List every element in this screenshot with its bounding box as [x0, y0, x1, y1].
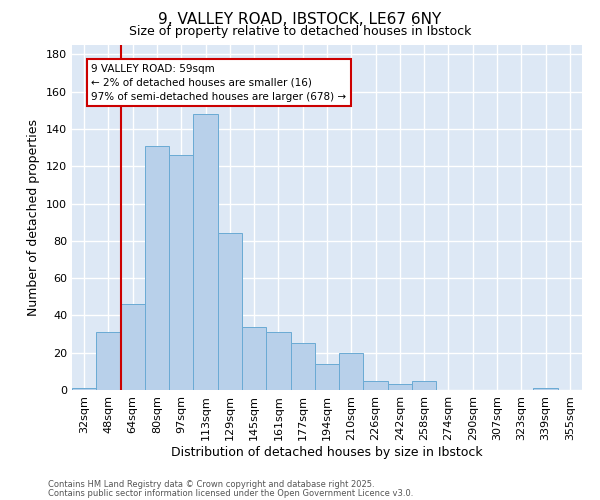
Bar — [242, 326, 266, 390]
Bar — [290, 344, 315, 390]
Bar — [72, 388, 96, 390]
Bar — [339, 352, 364, 390]
Text: 9 VALLEY ROAD: 59sqm
← 2% of detached houses are smaller (16)
97% of semi-detach: 9 VALLEY ROAD: 59sqm ← 2% of detached ho… — [91, 64, 347, 102]
Bar — [388, 384, 412, 390]
Bar — [364, 380, 388, 390]
Bar — [533, 388, 558, 390]
Text: 9, VALLEY ROAD, IBSTOCK, LE67 6NY: 9, VALLEY ROAD, IBSTOCK, LE67 6NY — [158, 12, 442, 28]
Bar — [121, 304, 145, 390]
Bar — [412, 380, 436, 390]
Bar — [96, 332, 121, 390]
Bar — [169, 155, 193, 390]
Bar — [145, 146, 169, 390]
Text: Contains HM Land Registry data © Crown copyright and database right 2025.: Contains HM Land Registry data © Crown c… — [48, 480, 374, 489]
Text: Contains public sector information licensed under the Open Government Licence v3: Contains public sector information licen… — [48, 489, 413, 498]
Bar — [266, 332, 290, 390]
Y-axis label: Number of detached properties: Number of detached properties — [28, 119, 40, 316]
Text: Size of property relative to detached houses in Ibstock: Size of property relative to detached ho… — [129, 25, 471, 38]
Bar — [315, 364, 339, 390]
Bar — [193, 114, 218, 390]
X-axis label: Distribution of detached houses by size in Ibstock: Distribution of detached houses by size … — [171, 446, 483, 458]
Bar — [218, 234, 242, 390]
